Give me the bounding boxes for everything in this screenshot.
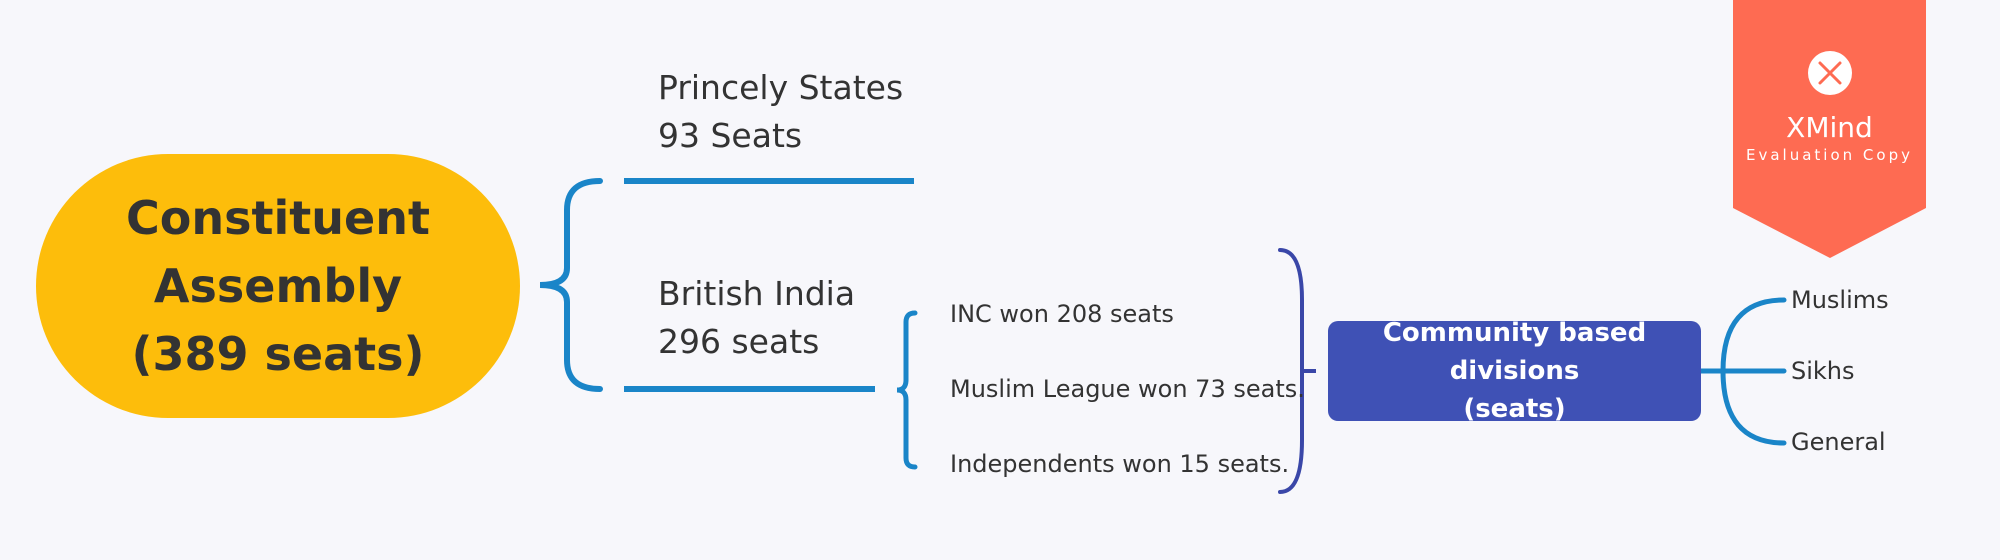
princely-states-seats: 93 Seats (658, 116, 803, 155)
result-independents[interactable]: Independents won 15 seats. (950, 450, 1290, 478)
british-india-topic[interactable]: British India 296 seats (658, 270, 855, 366)
community-divisions-subtitle: (seats) (1463, 394, 1566, 424)
result-inc[interactable]: INC won 208 seats (950, 300, 1174, 328)
british-india-title: British India (658, 274, 856, 313)
community-divisions-title: Community based divisions (1382, 318, 1647, 386)
community-general[interactable]: General (1791, 428, 1886, 456)
community-branches (1698, 297, 1787, 446)
result-muslim-league[interactable]: Muslim League won 73 seats. (950, 375, 1305, 403)
root-brace (539, 178, 603, 392)
root-topic-label: Constituent Assembly (389 seats) (126, 191, 430, 381)
princely-states-title: Princely States (658, 68, 904, 107)
british-india-seats: 296 seats (658, 322, 820, 361)
root-topic[interactable]: Constituent Assembly (389 seats) (36, 154, 520, 418)
watermark-subtitle: Evaluation Copy (1746, 146, 1913, 164)
princely-states-topic[interactable]: Princely States 93 Seats (658, 64, 903, 160)
community-sikhs[interactable]: Sikhs (1791, 357, 1855, 385)
watermark-title: XMind (1786, 111, 1873, 144)
community-divisions-topic[interactable]: Community based divisions (seats) (1328, 318, 1701, 424)
british-brace (896, 310, 918, 470)
community-muslims[interactable]: Muslims (1791, 286, 1889, 314)
watermark-ribbon (1733, 0, 1926, 258)
